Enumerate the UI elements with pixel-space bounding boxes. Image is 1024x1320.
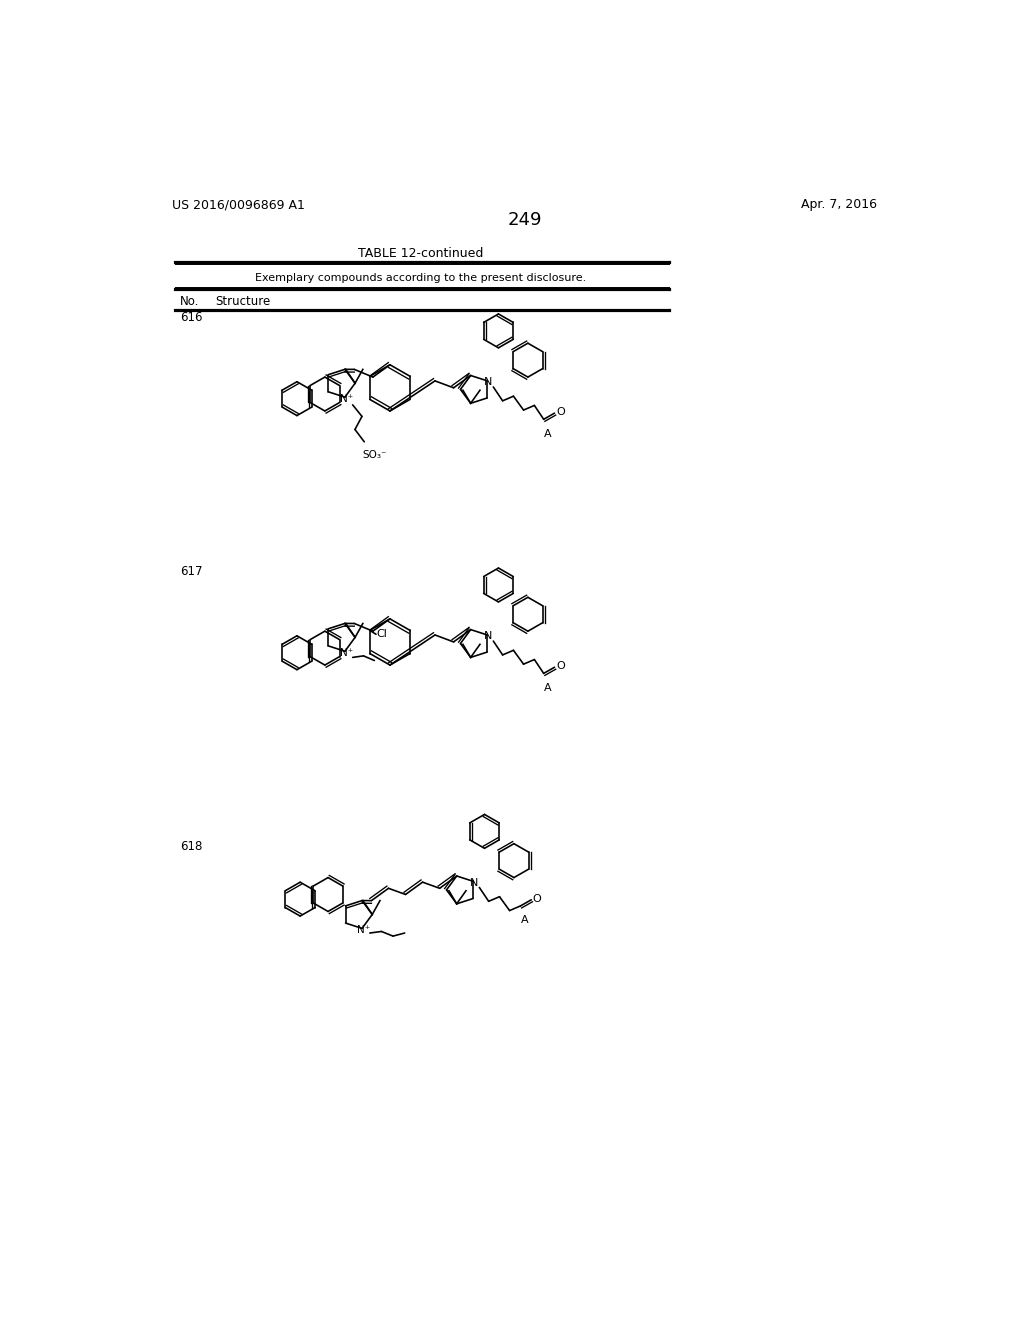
Text: Exemplary compounds according to the present disclosure.: Exemplary compounds according to the pre… [255, 273, 587, 282]
Text: SO₃⁻: SO₃⁻ [362, 450, 387, 459]
Text: Apr. 7, 2016: Apr. 7, 2016 [802, 198, 878, 211]
Text: A: A [544, 682, 551, 693]
Text: Cl: Cl [376, 630, 387, 639]
Text: No.: No. [180, 294, 200, 308]
Text: O: O [556, 661, 565, 672]
Text: N: N [483, 378, 493, 387]
Text: 249: 249 [508, 211, 542, 228]
Text: N⁺: N⁺ [340, 648, 353, 657]
Text: N⁺: N⁺ [357, 925, 371, 935]
Text: O: O [556, 408, 565, 417]
Text: N: N [470, 878, 478, 888]
Text: A: A [520, 915, 528, 925]
Text: 618: 618 [180, 840, 203, 853]
Text: US 2016/0096869 A1: US 2016/0096869 A1 [172, 198, 305, 211]
Text: Structure: Structure [215, 294, 270, 308]
Text: O: O [532, 894, 542, 904]
Text: A: A [544, 429, 551, 438]
Text: 616: 616 [180, 312, 203, 323]
Text: N⁺: N⁺ [340, 393, 353, 404]
Text: N: N [483, 631, 493, 642]
Text: TABLE 12-continued: TABLE 12-continued [358, 247, 483, 260]
Text: 617: 617 [180, 565, 203, 578]
